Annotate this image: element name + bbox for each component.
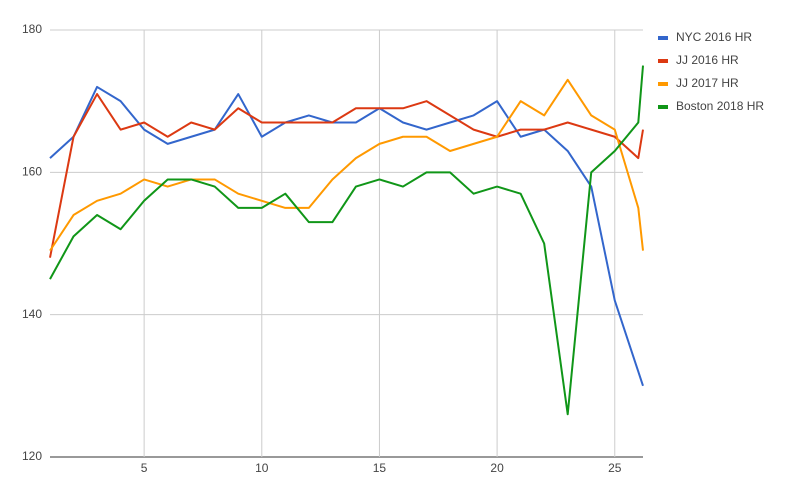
legend-label: JJ 2016 HR	[676, 53, 739, 67]
x-tick-label: 10	[255, 461, 269, 475]
legend-label: Boston 2018 HR	[676, 99, 764, 113]
y-tick-label: 160	[22, 165, 42, 179]
x-tick-label: 20	[490, 461, 504, 475]
series-line	[49, 93, 644, 258]
series-line	[49, 78, 644, 252]
y-tick-label: 120	[22, 449, 42, 463]
series-line	[49, 85, 644, 387]
legend-label: NYC 2016 HR	[676, 30, 752, 44]
y-tick-label: 180	[22, 22, 42, 36]
x-tick-label: 15	[373, 461, 387, 475]
y-tick-label: 140	[22, 307, 42, 321]
x-tick-label: 5	[141, 461, 148, 475]
series-line	[49, 65, 644, 416]
x-tick-label: 25	[608, 461, 622, 475]
legend-label: JJ 2017 HR	[676, 76, 739, 90]
